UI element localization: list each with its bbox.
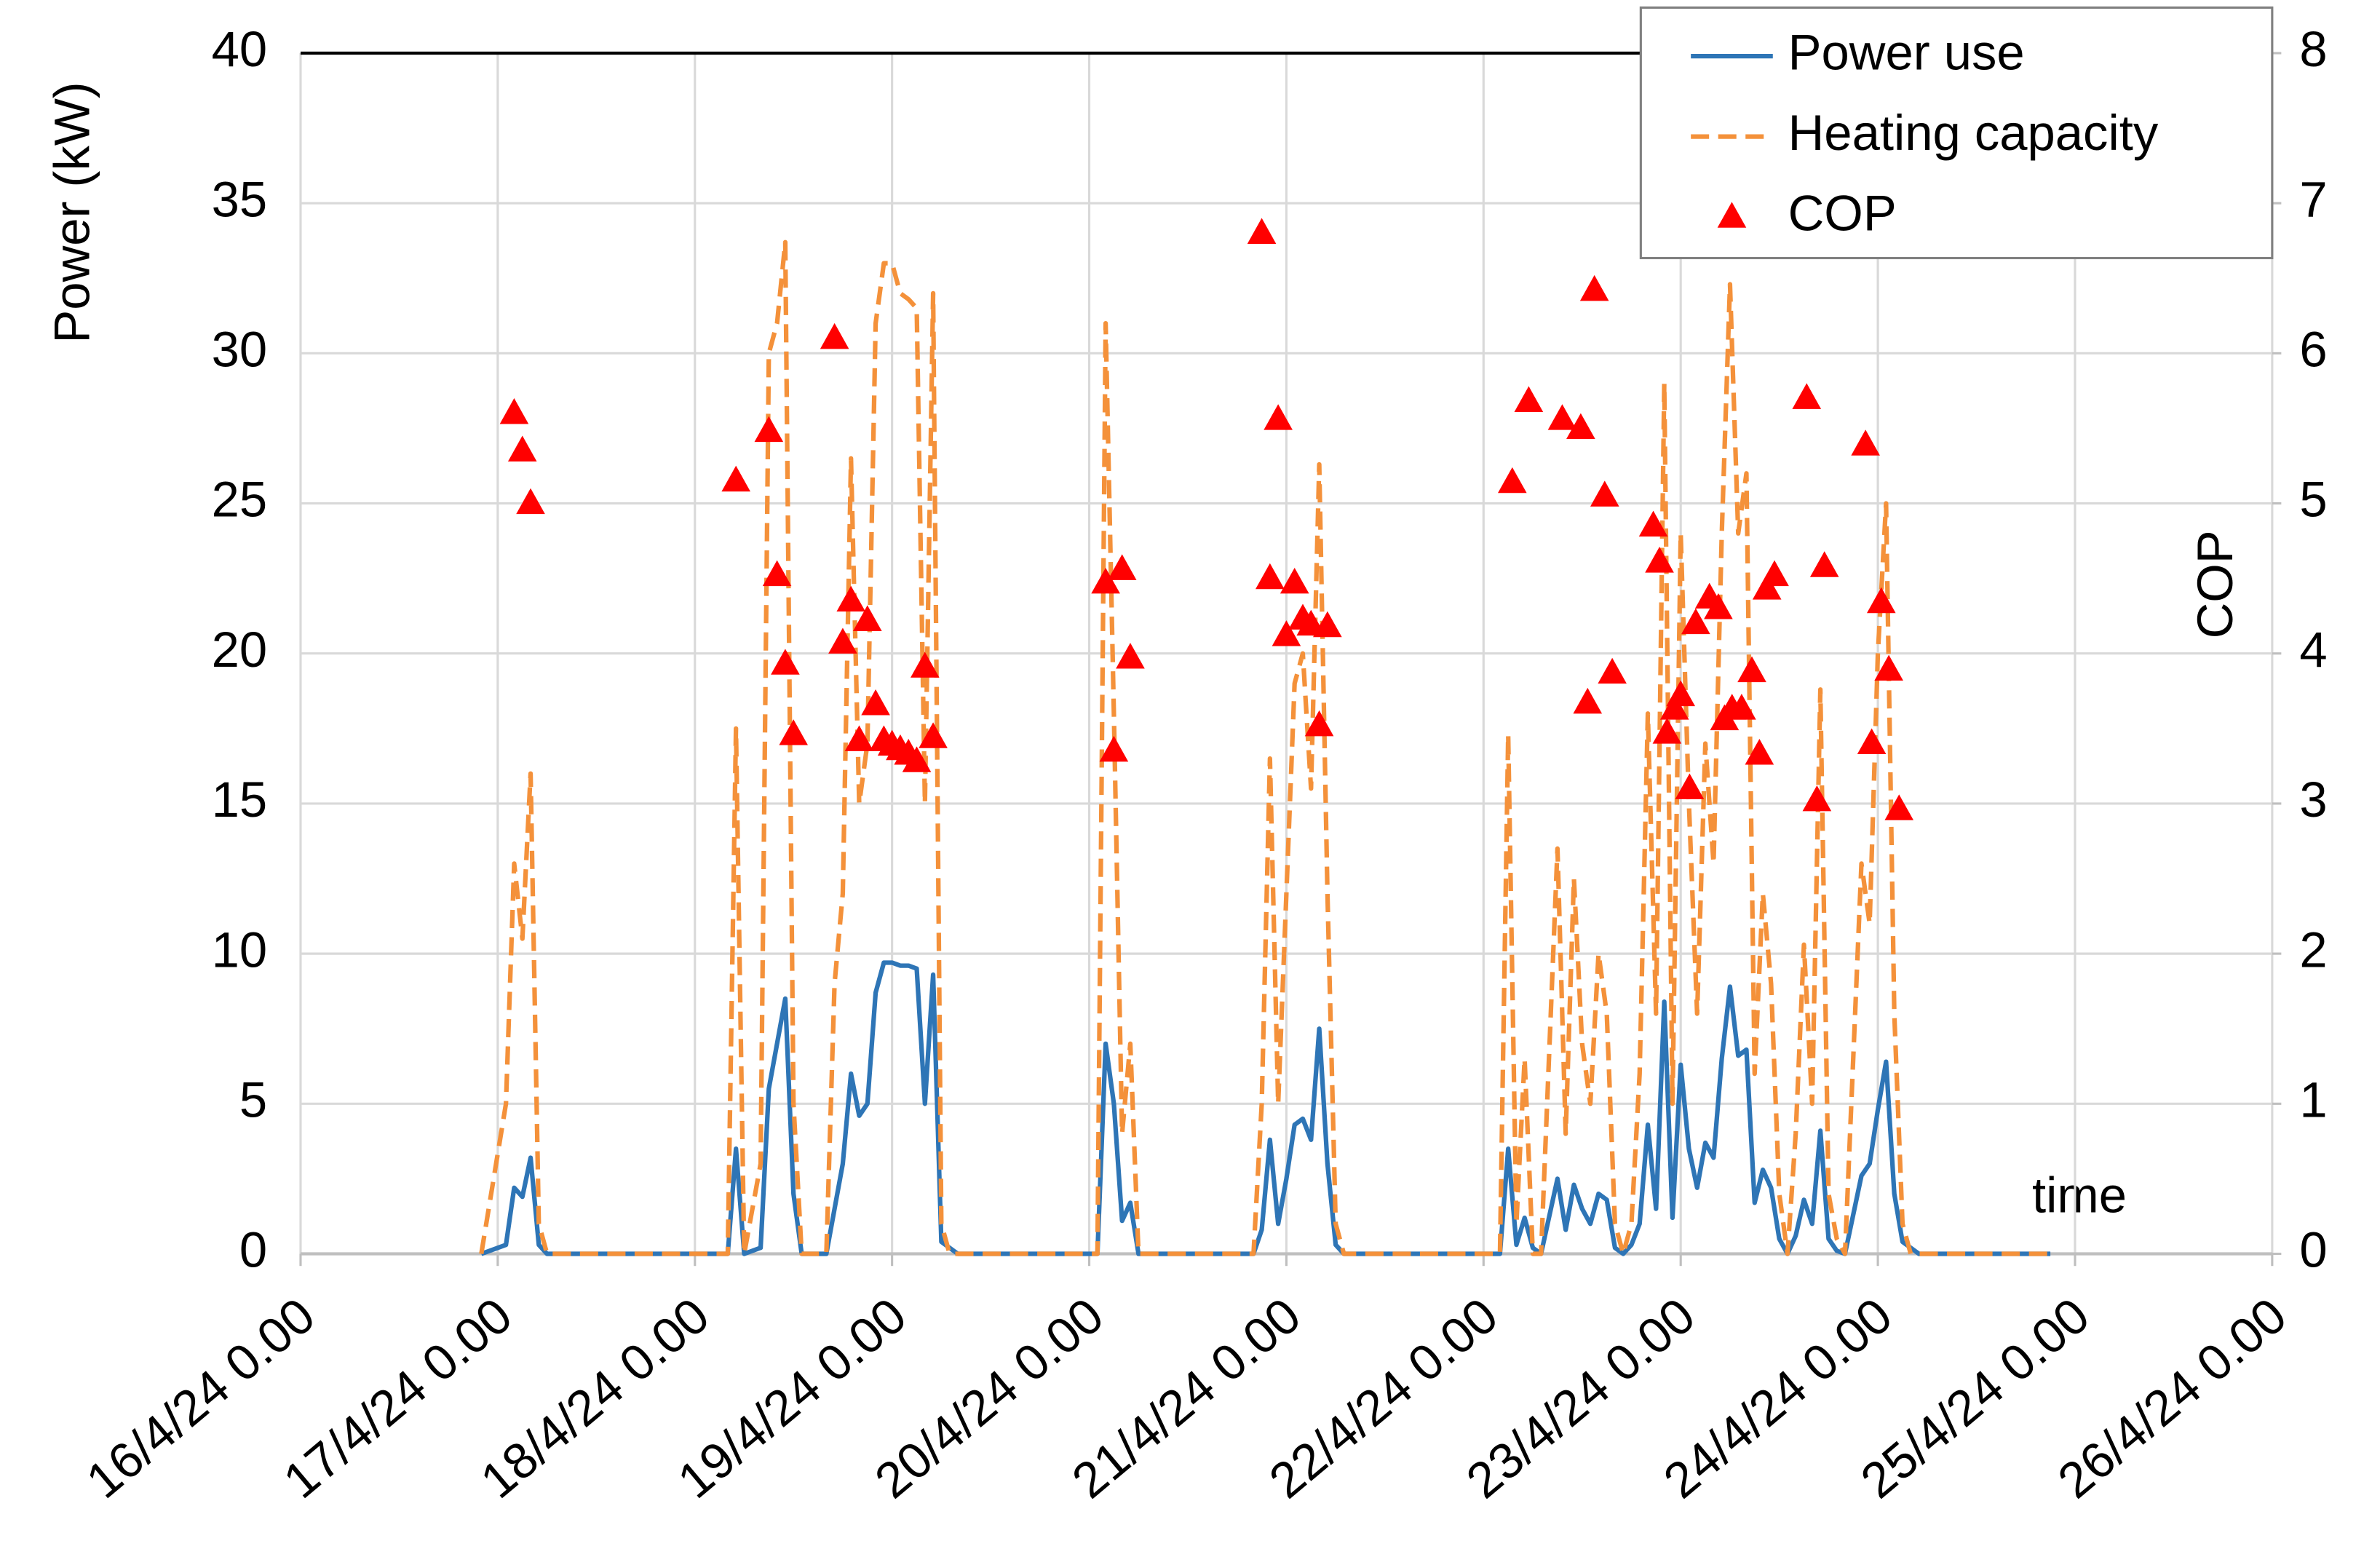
cop-marker xyxy=(1638,510,1668,537)
cop-marker xyxy=(754,416,784,443)
cop-marker xyxy=(1745,739,1774,765)
cop-marker xyxy=(1313,611,1342,638)
cop-marker xyxy=(1645,547,1674,573)
cop-marker xyxy=(1884,794,1914,820)
cop-marker xyxy=(1091,567,1120,594)
cop-marker xyxy=(1579,274,1609,301)
y-tick-label: 0 xyxy=(239,1222,267,1278)
cop-marker xyxy=(1566,413,1595,440)
cop-marker xyxy=(762,560,792,587)
cop-marker xyxy=(1256,563,1285,590)
y2-axis-label: COP xyxy=(2187,530,2243,638)
cop-marker xyxy=(1727,694,1756,720)
y2-tick-label: 6 xyxy=(2299,322,2327,378)
cop-marker xyxy=(1752,574,1782,600)
cop-marker xyxy=(902,746,932,772)
y2-tick-label: 4 xyxy=(2299,622,2327,678)
y-tick-label: 15 xyxy=(212,772,268,828)
cop-marker xyxy=(1737,656,1766,683)
cop-marker xyxy=(1760,560,1789,587)
y-tick-label: 40 xyxy=(212,21,268,77)
cop-marker xyxy=(1681,608,1710,635)
y2-tick-label: 2 xyxy=(2299,922,2327,978)
cop-marker xyxy=(1866,587,1896,614)
cop-marker xyxy=(507,435,537,461)
cop-marker xyxy=(1272,620,1301,646)
cop-marker xyxy=(1280,567,1309,594)
legend-label: Power use xyxy=(1788,24,2025,80)
y-axis-label: Power (kW) xyxy=(44,82,100,343)
cop-marker xyxy=(1547,404,1577,430)
legend-label: Heating capacity xyxy=(1788,105,2159,161)
cop-marker xyxy=(1652,718,1682,744)
cop-marker xyxy=(1099,735,1129,762)
cop-marker xyxy=(828,627,857,654)
cop-marker xyxy=(1857,728,1887,755)
cop-marker xyxy=(1792,383,1822,409)
annotation: time xyxy=(2032,1168,2127,1224)
cop-marker xyxy=(1809,551,1839,577)
cop-marker xyxy=(844,725,874,751)
cop-marker xyxy=(1851,429,1880,456)
y-tick-label: 5 xyxy=(239,1071,267,1128)
cop-marker xyxy=(836,585,866,612)
y2-tick-label: 7 xyxy=(2299,171,2327,227)
legend-box xyxy=(1639,6,2274,260)
y2-tick-label: 1 xyxy=(2299,1071,2327,1128)
cop-marker xyxy=(1590,480,1619,507)
cop-marker xyxy=(1666,680,1696,707)
cop-marker xyxy=(1874,654,1903,681)
cop-marker xyxy=(1264,404,1293,430)
cop-marker xyxy=(1573,687,1603,714)
cop-marker xyxy=(1304,710,1334,737)
y-tick-label: 25 xyxy=(212,472,268,528)
cop-marker xyxy=(861,689,890,716)
cop-marker xyxy=(1514,386,1544,412)
cop-marker xyxy=(516,488,545,515)
cop-marker xyxy=(1802,785,1832,812)
cop-marker xyxy=(771,649,800,675)
cop-marker xyxy=(1116,643,1145,669)
y-tick-label: 20 xyxy=(212,622,268,678)
cop-marker xyxy=(779,719,809,745)
cop-marker xyxy=(919,722,948,748)
cop-marker xyxy=(499,397,529,424)
legend-label: COP xyxy=(1788,185,1897,241)
legend-symbol xyxy=(1717,202,1747,228)
y-tick-label: 35 xyxy=(212,171,268,227)
cop-marker xyxy=(721,465,751,492)
cop-marker xyxy=(1247,218,1277,245)
y2-tick-label: 3 xyxy=(2299,772,2327,828)
y2-tick-label: 5 xyxy=(2299,472,2327,528)
cop-marker xyxy=(1704,593,1733,619)
y-tick-label: 30 xyxy=(212,322,268,378)
cop-marker xyxy=(1598,657,1627,684)
cop-marker xyxy=(1659,694,1689,720)
cop-marker xyxy=(820,322,849,349)
cop-marker xyxy=(852,605,882,631)
cop-marker xyxy=(1675,773,1705,799)
cop-marker xyxy=(1498,467,1527,494)
y2-tick-label: 8 xyxy=(2299,21,2327,77)
y-tick-label: 10 xyxy=(212,922,268,978)
cop-marker xyxy=(910,651,940,678)
series-line xyxy=(479,239,2051,1256)
y2-tick-label: 0 xyxy=(2299,1222,2327,1278)
cop-marker xyxy=(1107,554,1137,580)
